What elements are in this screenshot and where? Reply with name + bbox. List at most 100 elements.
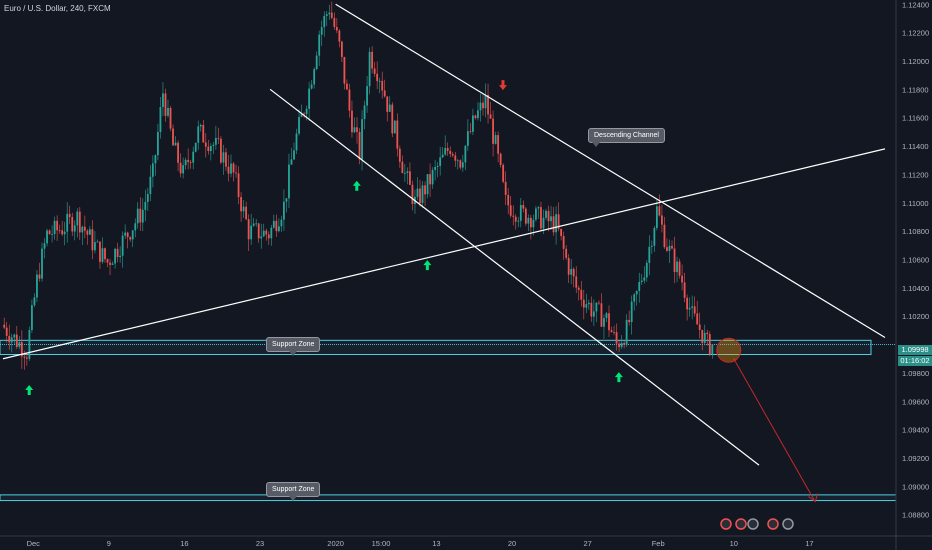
- candle-body: [63, 231, 66, 235]
- price-tick-label: 1.10200: [902, 312, 929, 321]
- candle-body: [683, 282, 686, 298]
- candle-body: [585, 304, 588, 308]
- candle-body: [25, 357, 28, 359]
- candle-body: [706, 332, 709, 335]
- candle-body: [162, 93, 164, 108]
- candle-body: [570, 268, 573, 275]
- price-tick-label: 1.11400: [902, 142, 929, 151]
- candle-body: [560, 228, 563, 236]
- candle-body: [434, 166, 437, 170]
- candle-body: [482, 102, 484, 109]
- candle-body: [272, 220, 275, 228]
- candle-body: [532, 219, 535, 228]
- time-tick-label: 10: [730, 539, 738, 548]
- candle-body: [8, 335, 11, 343]
- candle-body: [182, 165, 185, 174]
- candle-body: [257, 223, 260, 239]
- candle-body: [146, 194, 149, 202]
- candle-body: [33, 297, 36, 306]
- candle-body: [214, 137, 217, 145]
- candle-body: [461, 162, 464, 168]
- candle-body: [104, 248, 106, 260]
- candle-body: [522, 205, 525, 209]
- candle-body: [409, 171, 411, 185]
- candle-body: [406, 171, 409, 173]
- price-tick-label: 1.08800: [902, 511, 929, 520]
- candle-body: [645, 262, 648, 278]
- candle-body: [262, 230, 265, 237]
- candle-body: [23, 356, 26, 358]
- price-tick-label: 1.11800: [902, 85, 929, 94]
- price-tick-label: 1.11000: [902, 199, 929, 208]
- candle-body: [179, 162, 182, 174]
- candle-body: [507, 194, 510, 206]
- candle-body: [610, 330, 613, 333]
- candle-body: [144, 201, 147, 210]
- candle-body: [456, 160, 459, 162]
- candle-body: [396, 120, 399, 149]
- candle-body: [524, 208, 527, 224]
- candle-body: [668, 245, 671, 251]
- price-tick-label: 1.09200: [902, 454, 929, 463]
- candle-body: [46, 230, 48, 244]
- candle-body: [310, 84, 313, 89]
- candle-body: [318, 34, 321, 56]
- candle-body: [335, 27, 338, 31]
- candle-body: [134, 223, 137, 231]
- candle-body: [477, 110, 479, 119]
- candle-body: [592, 311, 595, 317]
- candle-body: [696, 313, 699, 325]
- candle-body: [552, 216, 555, 233]
- candle-body: [603, 318, 605, 327]
- price-axis: 1.12400 1.12200 1.12000 1.11800 1.11600 1.114…: [895, 0, 929, 550]
- up-arrow-icon: [423, 260, 432, 271]
- candle-body: [91, 229, 94, 251]
- candle-body: [703, 332, 706, 343]
- candle-body: [605, 313, 608, 319]
- candle-body: [519, 205, 522, 221]
- candle-body: [439, 157, 442, 166]
- candle-body: [391, 104, 394, 134]
- last-price-tag: 1.09998: [898, 345, 932, 355]
- candle-body: [204, 142, 207, 147]
- candle-body: [527, 217, 530, 224]
- candle-body: [96, 241, 99, 243]
- candle-body: [494, 135, 497, 144]
- candle-body: [562, 235, 565, 249]
- candle-body: [31, 305, 33, 331]
- trendlines: [2, 3, 886, 503]
- candle-body: [99, 241, 101, 262]
- candle-body: [681, 275, 683, 283]
- support-zone-label-lower[interactable]: Support Zone: [266, 482, 321, 501]
- candle-body: [623, 343, 626, 345]
- time-tick-label: 27: [583, 539, 591, 548]
- support-zone-label-upper[interactable]: Support Zone: [266, 337, 321, 356]
- candle-body: [76, 211, 79, 226]
- candle-body: [580, 289, 583, 300]
- candle-body: [650, 245, 653, 247]
- price-tick-label: 1.12400: [902, 0, 929, 9]
- projection-arrowhead: [808, 493, 818, 503]
- candle-body: [121, 235, 124, 256]
- candle-body: [600, 303, 603, 327]
- trendline-projection: [733, 358, 815, 501]
- candle-body: [436, 165, 439, 167]
- candle-body: [472, 115, 474, 132]
- up-arrow-icon: [352, 180, 361, 191]
- candle-body: [598, 302, 600, 304]
- candle-body: [157, 132, 159, 156]
- candle-body: [547, 210, 550, 222]
- descending-channel-label[interactable]: Descending Channel: [588, 128, 665, 147]
- price-tick-label: 1.12200: [902, 29, 929, 38]
- candle-body: [376, 73, 379, 82]
- candle-body: [620, 343, 623, 348]
- event-icons: [720, 518, 794, 530]
- candle-body: [242, 206, 245, 212]
- candle-body: [235, 172, 237, 174]
- candle-body: [419, 188, 421, 204]
- candle-body: [383, 90, 386, 97]
- economic-event-icon: [735, 518, 747, 530]
- candle-body: [343, 56, 346, 84]
- candle-body: [275, 220, 278, 232]
